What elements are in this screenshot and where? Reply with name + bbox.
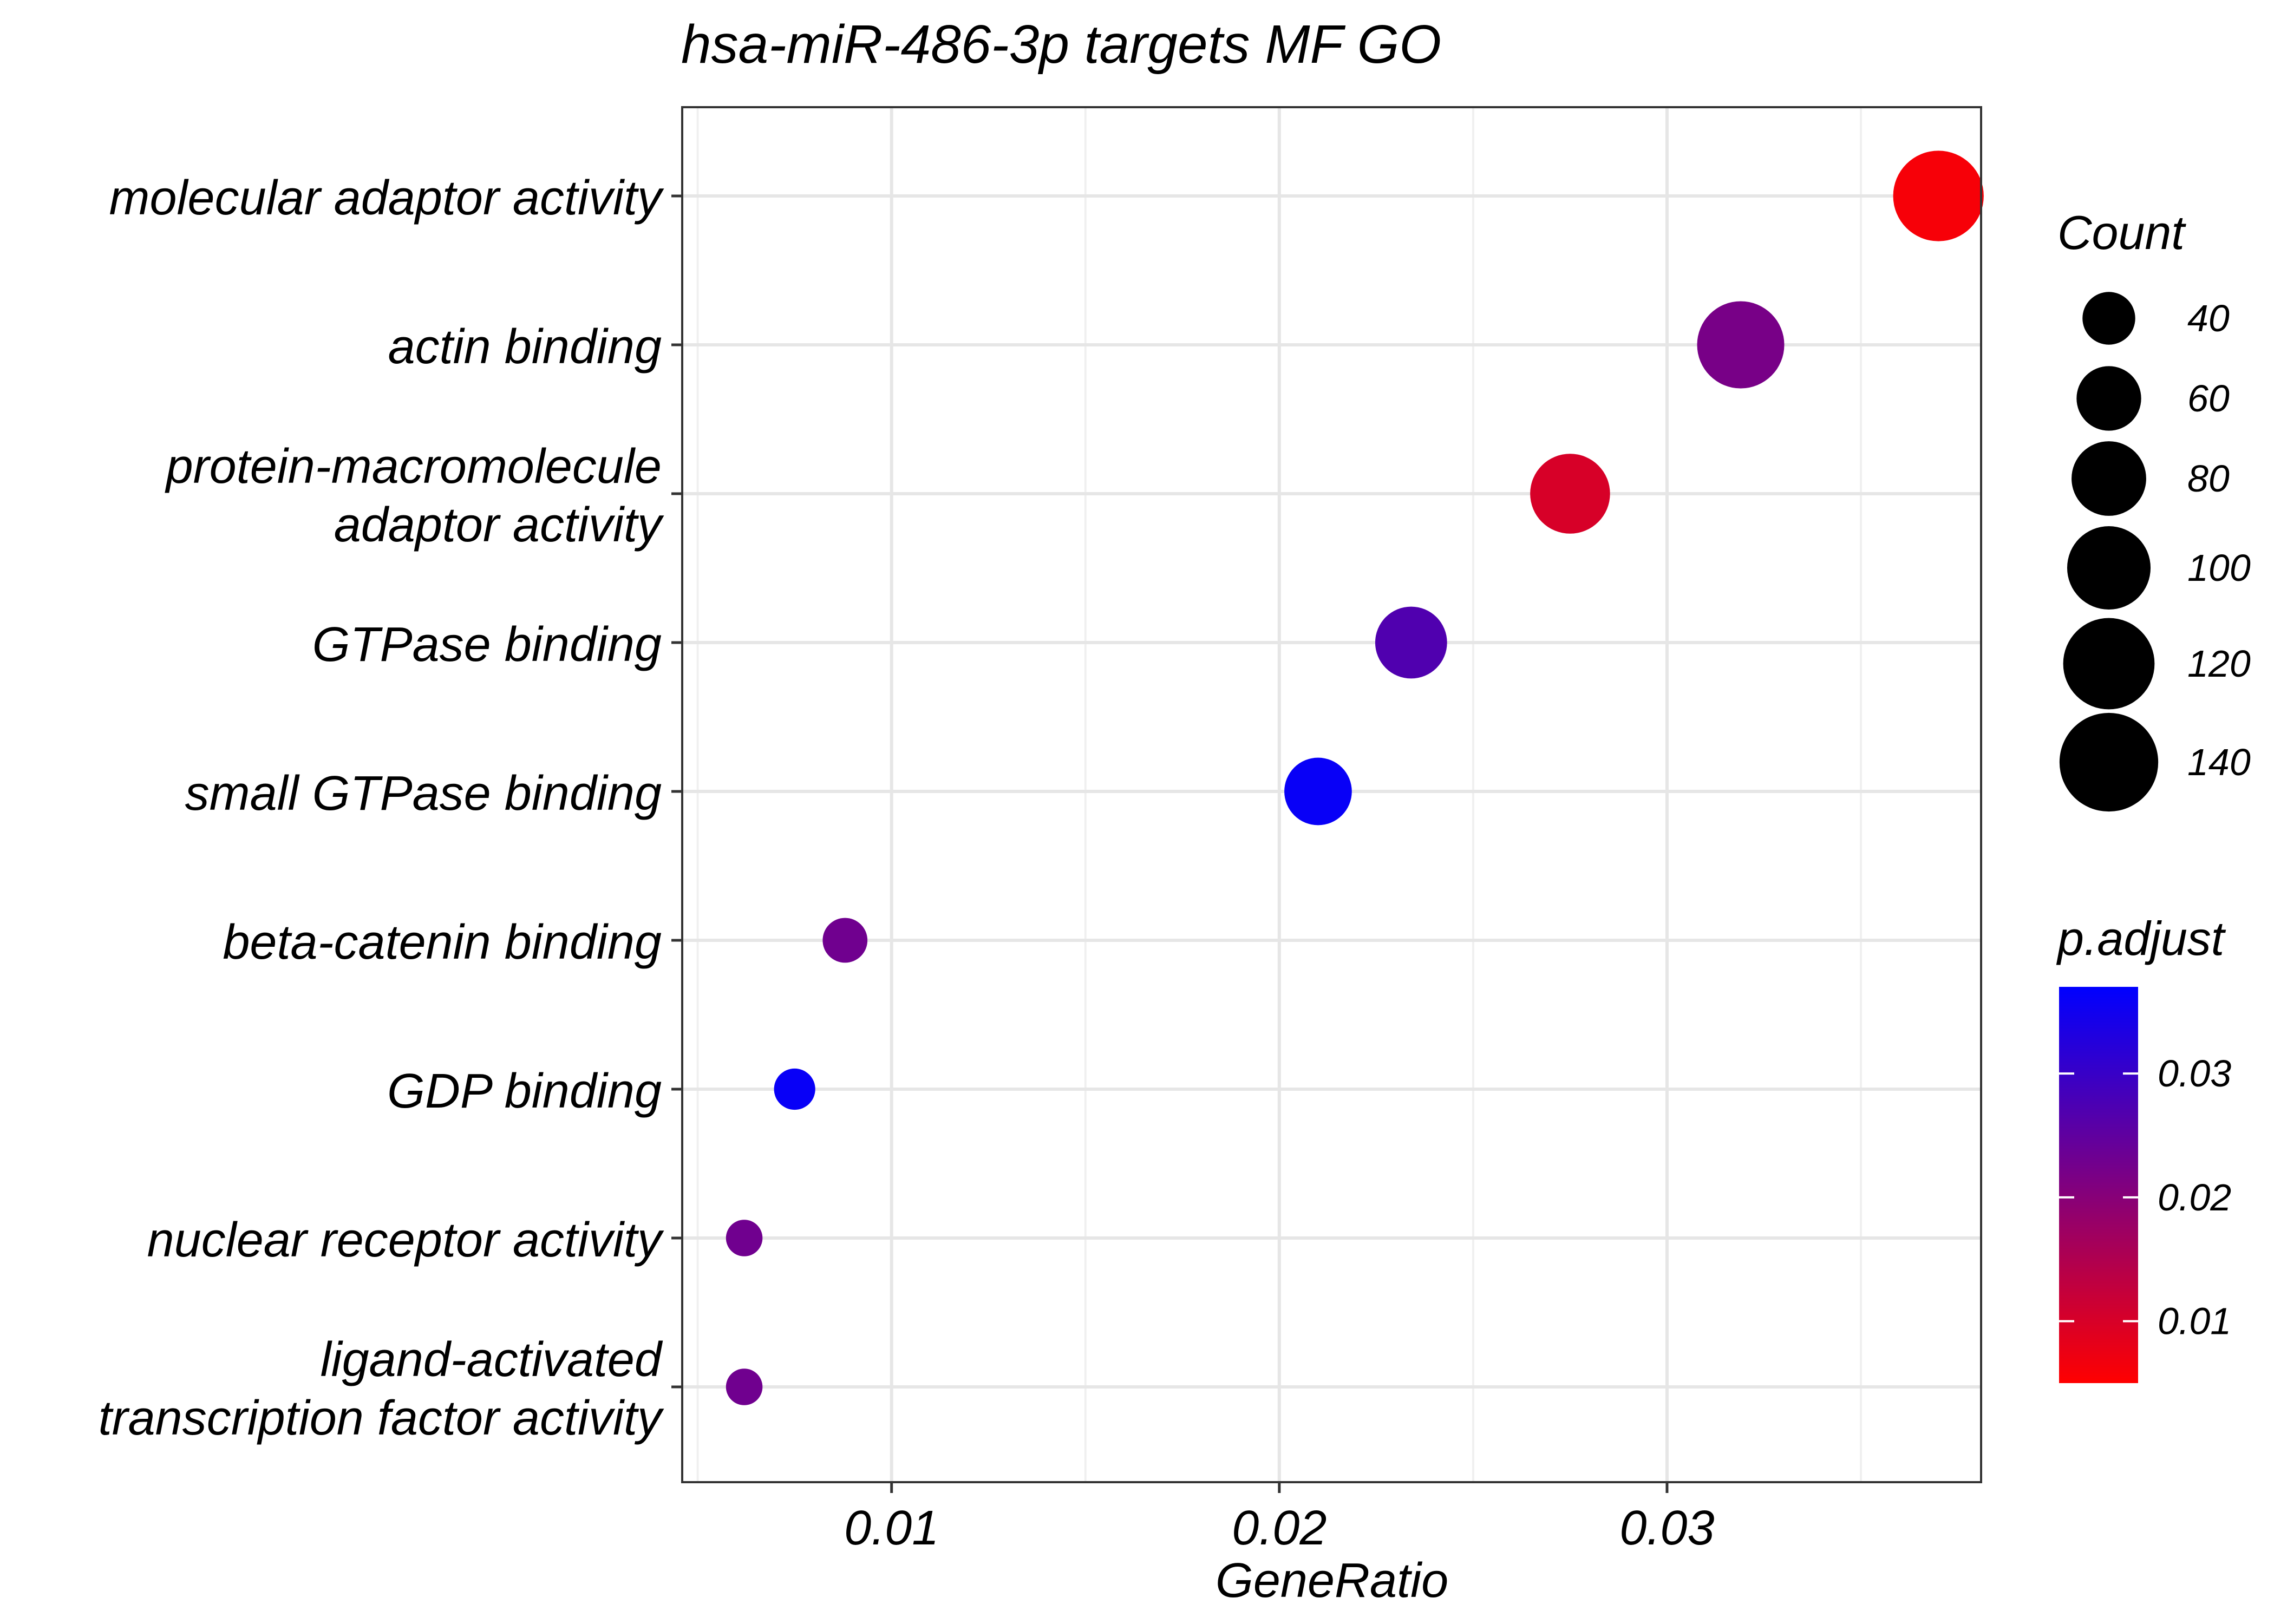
p-adjust-colorbar — [2059, 987, 2138, 1383]
count-legend-key — [2076, 366, 2141, 431]
data-point — [774, 1068, 815, 1110]
data-point — [726, 1368, 763, 1405]
colorbar-tick-label: 0.01 — [2158, 1300, 2231, 1343]
y-axis-tick-label: GDP binding — [387, 1064, 662, 1118]
y-axis-tick-label: protein-macromolecule — [165, 440, 662, 494]
y-axis-tick-label: actin binding — [388, 320, 662, 374]
x-axis-tick-label: 0.03 — [1619, 1501, 1714, 1555]
y-axis-tick-label: nuclear receptor activity — [147, 1213, 664, 1267]
count-legend: Count 40 60 80 100 120 140 — [2057, 206, 2251, 812]
p-adjust-legend: p.adjust 0.01 0.02 0.03 — [2056, 912, 2231, 1383]
data-point — [726, 1220, 763, 1256]
y-axis-tick-label: beta-catenin binding — [223, 915, 662, 970]
x-axis-tick-label: 0.01 — [844, 1501, 939, 1555]
data-point — [1375, 606, 1447, 679]
y-axis-tick-label: ligand-activated — [321, 1333, 663, 1387]
data-point — [1530, 454, 1610, 534]
x-axis-title: GeneRatio — [1216, 1554, 1448, 1608]
count-legend-keys: 40 60 80 100 120 140 — [2059, 292, 2251, 812]
data-point — [1284, 757, 1352, 826]
x-axis: 0.01 0.02 0.03 — [844, 1482, 1715, 1555]
plot-border — [681, 106, 1982, 1483]
p-adjust-legend-title: p.adjust — [2056, 912, 2226, 965]
count-legend-label: 40 — [2187, 297, 2230, 339]
y-axis-tick-label: small GTPase binding — [185, 767, 662, 821]
x-axis-tick-label: 0.02 — [1232, 1501, 1327, 1555]
y-axis-tick-label: transcription factor activity — [99, 1391, 664, 1445]
data-point — [1893, 150, 1984, 241]
colorbar-tick-label: 0.03 — [2158, 1052, 2231, 1095]
data-point — [822, 918, 868, 963]
data-point — [1697, 301, 1785, 389]
count-legend-label: 80 — [2187, 457, 2230, 500]
y-axis-tick-label: GTPase binding — [312, 618, 662, 672]
y-axis-tick-label: molecular adaptor activity — [109, 171, 664, 225]
count-legend-key — [2082, 292, 2135, 345]
count-legend-key — [2067, 526, 2151, 610]
data-points — [726, 150, 1984, 1405]
p-adjust-colorbar-ticks: 0.01 0.02 0.03 — [2059, 1052, 2231, 1343]
count-legend-label: 100 — [2187, 547, 2251, 589]
y-axis: molecular adaptor activity actin binding p… — [99, 171, 682, 1445]
count-legend-label: 60 — [2187, 377, 2230, 420]
count-legend-key — [2059, 712, 2159, 812]
chart-title: hsa-miR-486-3p targets MF GO — [681, 14, 1441, 75]
colorbar-tick-label: 0.02 — [2158, 1176, 2231, 1219]
gridlines — [682, 107, 1981, 1482]
count-legend-key — [2072, 441, 2146, 516]
count-legend-title: Count — [2057, 206, 2186, 259]
count-legend-label: 140 — [2187, 741, 2251, 783]
y-axis-tick-label: adaptor activity — [334, 498, 664, 552]
plot-panel — [681, 106, 1984, 1483]
count-legend-key — [2063, 618, 2155, 710]
count-legend-label: 120 — [2187, 643, 2251, 685]
